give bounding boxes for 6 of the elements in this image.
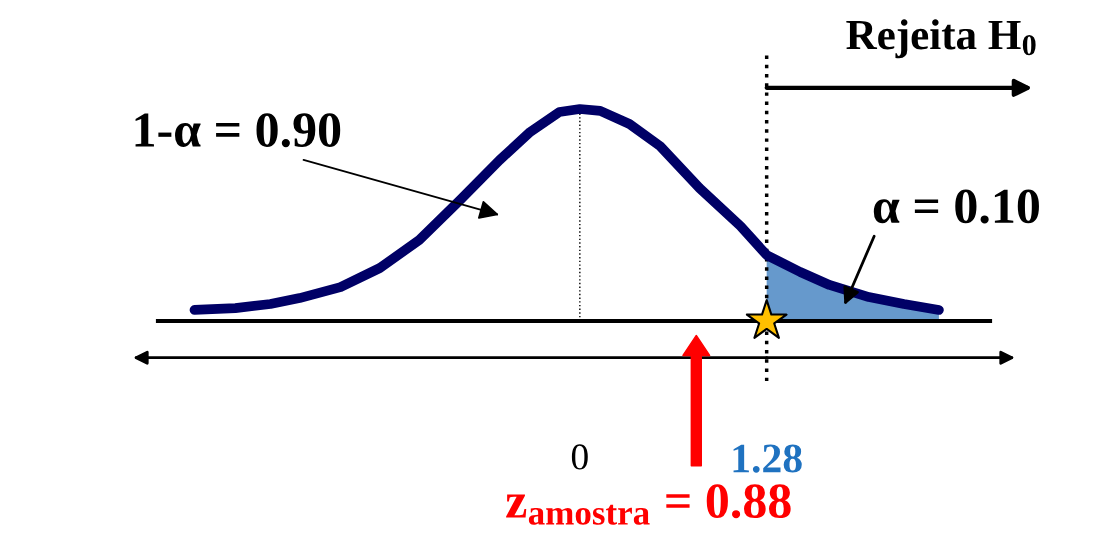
annotation: α = 0.10 (873, 189, 1039, 224)
text: Rejeita H$_{0}$ (846, 19, 1036, 59)
x-tick-label: 0 (571, 444, 588, 470)
annotation: 1-α = 0.90 (135, 113, 341, 148)
text: z$_{amostra}$ = 0.88 (506, 484, 791, 525)
x-tick-label: 1.28 (733, 444, 802, 473)
